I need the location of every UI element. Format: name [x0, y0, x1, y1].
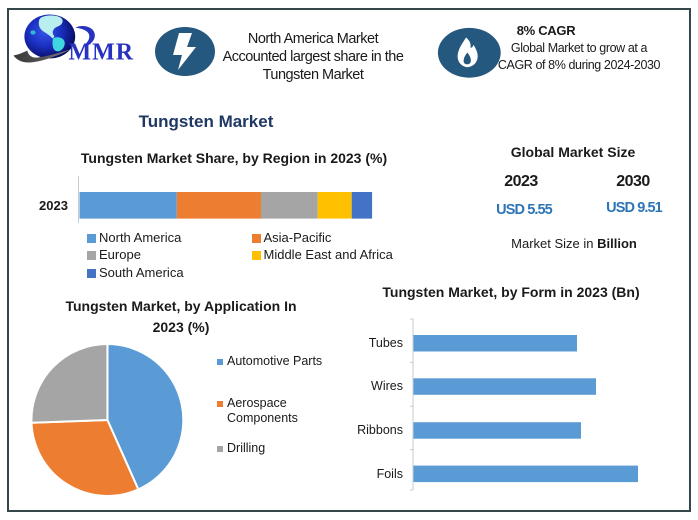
svg-text:MMR: MMR	[69, 40, 135, 66]
